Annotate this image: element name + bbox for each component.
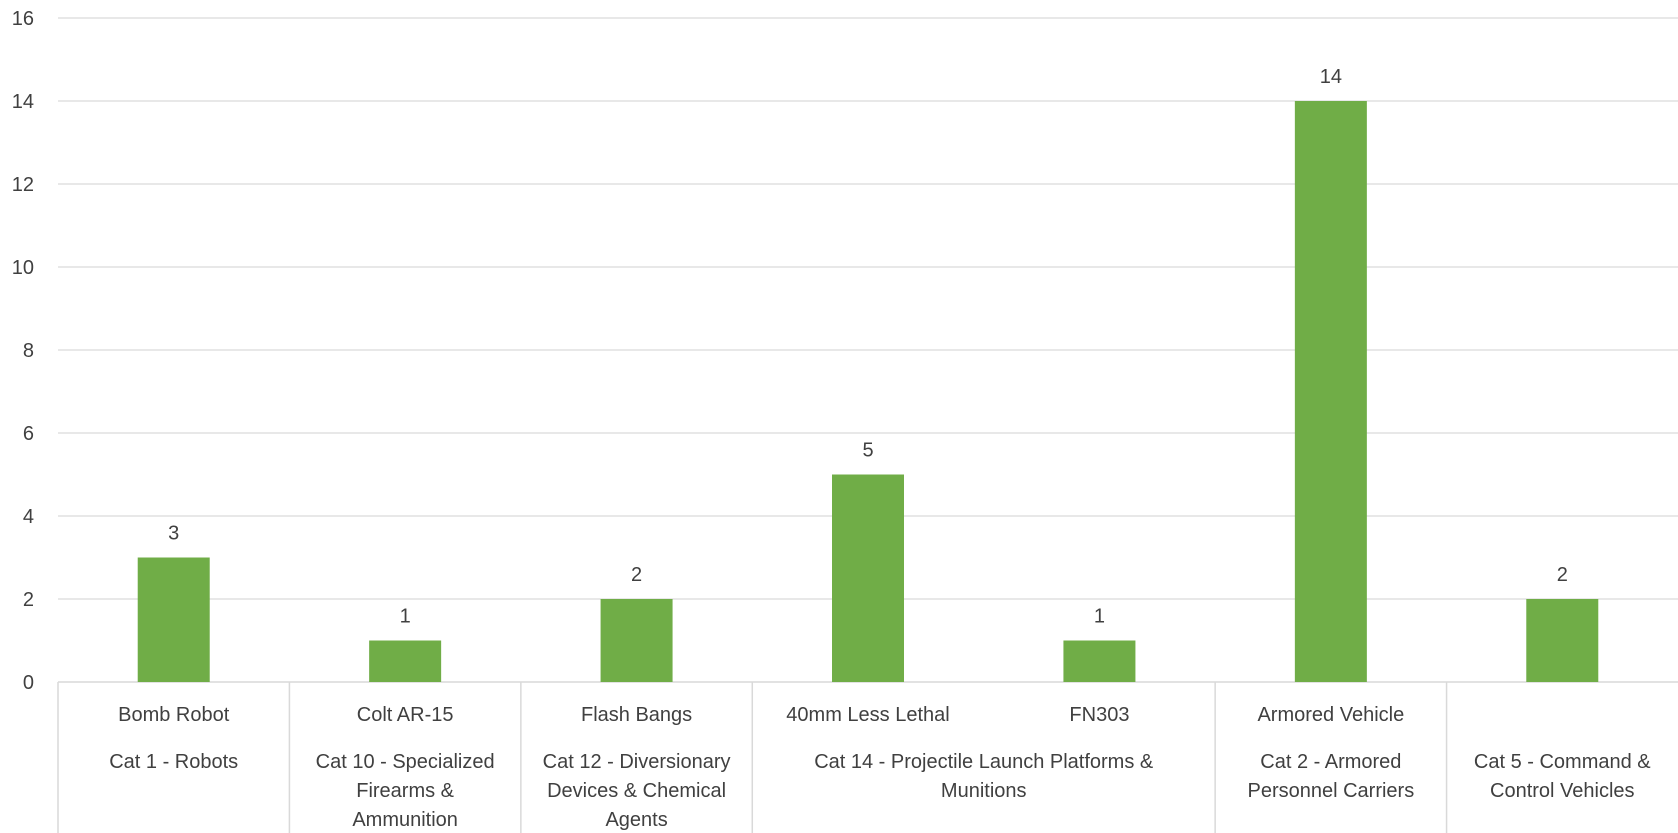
group-label-line: Personnel Carriers bbox=[1247, 780, 1414, 802]
group-label: Cat 12 - Diversionary Devices & Chemical A… bbox=[543, 751, 731, 831]
group-label-line: Cat 14 - Projectile Launch Platforms & bbox=[814, 751, 1154, 773]
group-label-line: Cat 10 - Specialized bbox=[316, 751, 495, 773]
group-label-line: Firearms & bbox=[356, 780, 454, 802]
x-tick-label: Flash Bangs bbox=[581, 704, 692, 726]
bar bbox=[137, 557, 210, 682]
bars bbox=[137, 101, 1599, 682]
bar bbox=[369, 640, 442, 682]
x-tick-label: Bomb Robot bbox=[118, 704, 230, 726]
x-tick-label: Armored Vehicle bbox=[1257, 704, 1404, 726]
y-tick-label: 12 bbox=[12, 174, 34, 196]
data-label: 14 bbox=[1320, 66, 1342, 88]
x-tick-label: 40mm Less Lethal bbox=[786, 704, 949, 726]
y-tick-label: 10 bbox=[12, 257, 34, 279]
group-label-line: Munitions bbox=[941, 780, 1027, 802]
group-label: Cat 14 - Projectile Launch Platforms & Mu… bbox=[814, 751, 1154, 802]
data-label: 3 bbox=[168, 523, 179, 545]
data-label: 2 bbox=[631, 564, 642, 586]
group-label-line: Cat 5 - Command & bbox=[1474, 751, 1651, 773]
x-tick-label: FN303 bbox=[1069, 704, 1129, 726]
data-label: 1 bbox=[1094, 606, 1105, 628]
y-axis-tick-labels: 0 2 4 6 8 10 12 14 16 bbox=[12, 8, 34, 694]
group-label-line: Ammunition bbox=[352, 809, 458, 831]
group-label-line: Agents bbox=[605, 809, 667, 831]
group-label: Cat 1 - Robots bbox=[109, 751, 238, 773]
group-label-line: Cat 2 - Armored bbox=[1260, 751, 1401, 773]
group-label: Cat 10 - Specialized Firearms & Ammunition bbox=[316, 751, 495, 831]
data-label: 5 bbox=[862, 440, 873, 462]
y-tick-label: 6 bbox=[23, 423, 34, 445]
bar bbox=[600, 599, 673, 682]
y-tick-label: 4 bbox=[23, 506, 34, 528]
group-label-line: Cat 12 - Diversionary bbox=[543, 751, 731, 773]
y-tick-label: 8 bbox=[23, 340, 34, 362]
y-tick-label: 0 bbox=[23, 672, 34, 694]
data-labels: 3 1 2 5 1 14 2 bbox=[168, 66, 1568, 628]
group-label-line: Devices & Chemical bbox=[547, 780, 726, 802]
gridlines bbox=[58, 17, 1678, 683]
data-label: 2 bbox=[1557, 564, 1568, 586]
group-label-line: Control Vehicles bbox=[1490, 780, 1635, 802]
bar bbox=[1294, 101, 1367, 682]
y-tick-label: 14 bbox=[12, 91, 34, 113]
y-tick-label: 16 bbox=[12, 8, 34, 30]
group-label: Cat 2 - Armored Personnel Carriers bbox=[1247, 751, 1414, 802]
group-label: Cat 5 - Command & Control Vehicles bbox=[1474, 751, 1651, 802]
data-label: 1 bbox=[400, 606, 411, 628]
bar bbox=[832, 474, 904, 682]
category-axis: Bomb Robot Colt AR-15 Flash Bangs 40mm Less… bbox=[57, 682, 1651, 833]
bar bbox=[1063, 640, 1136, 682]
x-tick-label: Colt AR-15 bbox=[357, 704, 454, 726]
group-label-line: Cat 1 - Robots bbox=[109, 751, 238, 773]
y-tick-label: 2 bbox=[23, 589, 34, 611]
bar bbox=[1526, 599, 1599, 682]
